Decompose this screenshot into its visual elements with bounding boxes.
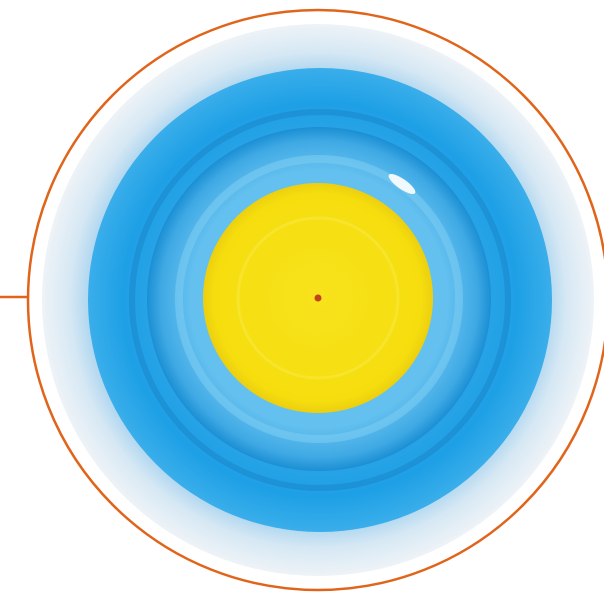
inner-highlight — [175, 155, 463, 443]
center-dot — [314, 294, 322, 302]
yellow-ripple — [236, 216, 400, 380]
ring-groove — [129, 109, 511, 491]
gloss-highlight — [388, 173, 416, 195]
outline-circle — [26, 8, 604, 592]
